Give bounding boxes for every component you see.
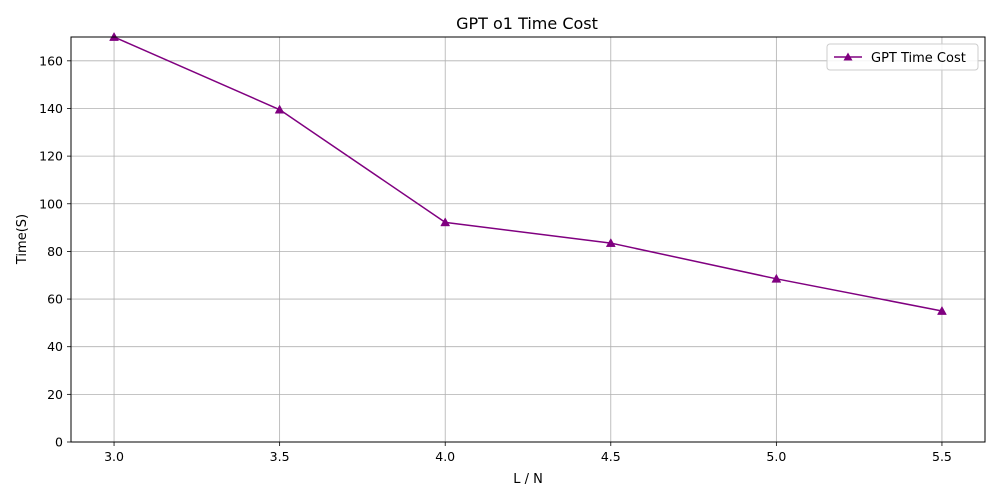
x-tick-label: 3.0 [104,449,124,464]
x-tick-label: 4.0 [435,449,455,464]
chart-title: GPT o1 Time Cost [456,14,598,33]
legend-triangle-marker-icon [843,52,853,61]
series-line [113,36,943,312]
data-point-marker [274,104,285,114]
series-layer [109,31,947,315]
legend: GPT Time Cost [826,43,979,71]
y-tick-label: 60 [47,292,63,307]
y-tick-label: 80 [47,244,63,259]
y-tick-label: 100 [39,196,63,211]
legend-box [826,43,979,71]
data-point-marker [937,305,947,315]
y-tick-label: 20 [47,387,63,402]
x-tick-label: 3.5 [270,449,290,464]
y-axis-label: Time(S) [15,214,30,265]
grid-lines [71,37,985,443]
data-point-marker [440,217,451,227]
x-axis-label: L / N [513,472,543,487]
x-axis-ticks: 3.0 3.5 4.0 4.5 5.0 5.5 [104,442,952,464]
x-tick-label: 4.5 [601,449,621,464]
data-point-marker [771,273,782,283]
y-tick-label: 0 [55,435,63,450]
plot-area-frame [70,36,986,443]
x-tick-label: 5.0 [766,449,786,464]
y-tick-label: 40 [47,339,63,354]
y-tick-label: 160 [39,53,63,68]
x-tick-label: 5.5 [932,449,952,464]
y-axis-ticks: 0 20 40 60 80 100 120 140 160 [39,53,71,450]
data-point-marker [605,238,616,247]
legend-label-gpt-time-cost: GPT Time Cost [871,51,966,66]
y-tick-label: 140 [39,101,63,116]
y-tick-label: 120 [39,149,63,164]
